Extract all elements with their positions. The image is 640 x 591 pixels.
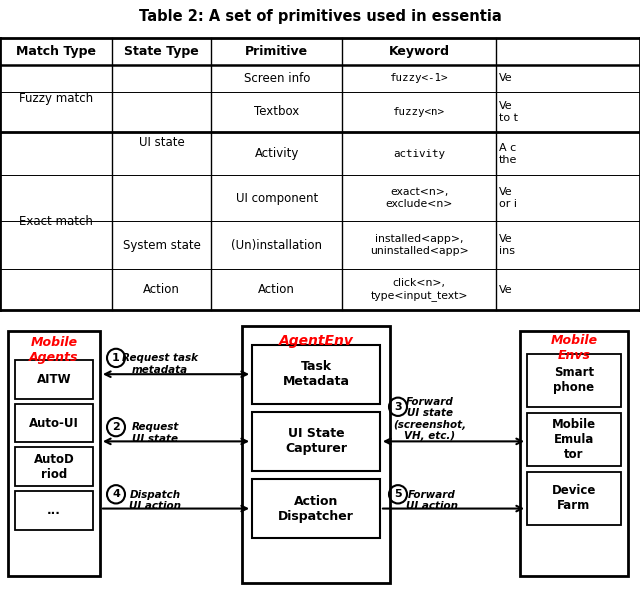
Text: Fuzzy match: Fuzzy match	[19, 92, 93, 105]
Text: exact<n>,
exclude<n>: exact<n>, exclude<n>	[385, 187, 453, 209]
Text: UI State
Capturer: UI State Capturer	[285, 427, 347, 456]
Text: Ve
or i: Ve or i	[499, 187, 517, 209]
Bar	[527, 354, 621, 407]
Text: installed<app>,
uninstalled<app>: installed<app>, uninstalled<app>	[370, 235, 468, 256]
Text: AITW: AITW	[36, 373, 71, 386]
Text: Activity: Activity	[255, 147, 299, 160]
Text: Task
Metadata: Task Metadata	[282, 360, 349, 388]
Text: Screen info: Screen info	[244, 72, 310, 85]
Text: Auto-UI: Auto-UI	[29, 417, 79, 430]
Text: (Un)installation: (Un)installation	[231, 239, 323, 252]
Text: 2: 2	[112, 422, 120, 432]
Text: Mobile
Emula
tor: Mobile Emula tor	[552, 418, 596, 461]
Text: Device
Farm: Device Farm	[552, 485, 596, 512]
Bar	[15, 447, 93, 486]
Text: Textbox: Textbox	[254, 105, 300, 118]
Text: fuzzy<n>: fuzzy<n>	[393, 107, 445, 117]
Text: Action: Action	[143, 283, 180, 296]
Text: Primitive: Primitive	[245, 45, 308, 58]
Text: AutoD
riod: AutoD riod	[34, 453, 74, 481]
Bar	[15, 491, 93, 530]
Text: UI component: UI component	[236, 191, 318, 204]
Text: Keyword: Keyword	[388, 45, 450, 58]
Text: System state: System state	[123, 239, 200, 252]
Bar	[252, 345, 380, 404]
Text: Action: Action	[259, 283, 295, 296]
Bar	[527, 413, 621, 466]
Text: 1: 1	[112, 353, 120, 363]
Text: Smart
phone: Smart phone	[554, 366, 595, 394]
Text: Exact match: Exact match	[19, 215, 93, 228]
Text: UI state: UI state	[139, 137, 184, 150]
Text: A c
the: A c the	[499, 143, 518, 164]
Text: Table 2: A set of primitives used in essentia: Table 2: A set of primitives used in ess…	[139, 9, 501, 24]
Text: 5: 5	[394, 489, 402, 499]
Text: Mobile
Envs: Mobile Envs	[550, 334, 598, 362]
Text: 3: 3	[394, 402, 402, 412]
Text: Dispatch
UI action: Dispatch UI action	[129, 489, 181, 511]
Text: Forward
UI state
(screenshot,
VH, etc.): Forward UI state (screenshot, VH, etc.)	[394, 397, 467, 441]
Bar	[15, 360, 93, 399]
Text: Ve
ins: Ve ins	[499, 235, 515, 256]
Text: activity: activity	[393, 149, 445, 159]
Text: AgentEnv: AgentEnv	[278, 333, 353, 348]
Text: Request
UI state: Request UI state	[131, 423, 179, 444]
Bar	[527, 472, 621, 525]
Text: 4: 4	[112, 489, 120, 499]
Text: Mobile
Agents: Mobile Agents	[29, 336, 79, 364]
Text: fuzzy<-1>: fuzzy<-1>	[390, 73, 449, 83]
Text: ...: ...	[47, 504, 61, 517]
Bar	[252, 412, 380, 471]
Text: Ve: Ve	[499, 73, 513, 83]
Text: Ve
to t: Ve to t	[499, 101, 518, 123]
Text: Ve: Ve	[499, 285, 513, 295]
Bar	[15, 404, 93, 443]
Bar	[8, 332, 100, 576]
Text: State Type: State Type	[124, 45, 199, 58]
Text: Match Type: Match Type	[16, 45, 96, 58]
Text: click<n>,
type<input_text>: click<n>, type<input_text>	[371, 278, 468, 301]
Text: Request task
metadata: Request task metadata	[122, 353, 198, 375]
Bar	[242, 326, 390, 583]
Bar	[520, 332, 628, 576]
Text: Forward
UI action: Forward UI action	[406, 489, 458, 511]
Text: Action
Dispatcher: Action Dispatcher	[278, 495, 354, 522]
Bar	[252, 479, 380, 538]
